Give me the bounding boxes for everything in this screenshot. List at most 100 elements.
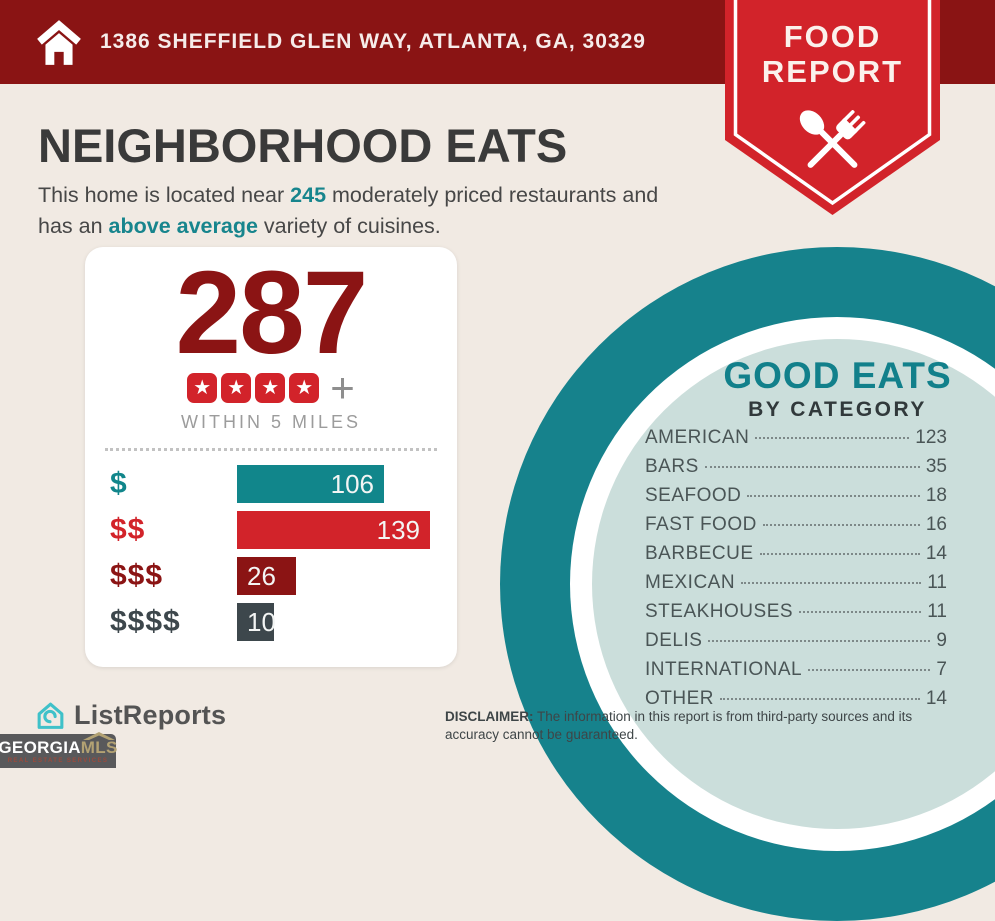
listreports-wordmark: ListReports	[74, 700, 227, 730]
listreports-house-icon	[37, 702, 64, 729]
food-report-badge: FOOD REPORT	[725, 0, 940, 215]
mls-tagline: REAL ESTATE SERVICES	[7, 757, 109, 764]
price-bar-value: 10	[247, 606, 276, 637]
category-value: 18	[925, 485, 947, 506]
category-label: STEAKHOUSES	[645, 601, 794, 622]
radius-label: WITHIN 5 MILES	[180, 412, 361, 433]
intro-line2-post: variety of cuisines.	[257, 213, 441, 238]
good-eats-title: GOOD EATS	[723, 355, 952, 396]
price-bar-row: $106	[110, 465, 457, 504]
total-restaurant-count: 287	[175, 247, 369, 379]
category-list: AMERICAN 123 BARS 35 SEAFOOD 18 FAST FOOD 16 BAR…	[645, 427, 947, 717]
category-row: STEAKHOUSES 11	[645, 601, 947, 623]
price-bar-value: 139	[376, 514, 420, 545]
badge-line-1: FOOD	[784, 19, 882, 54]
good-eats-circle-fill	[592, 339, 995, 829]
intro-line1-pre: This home is located near	[38, 183, 291, 207]
price-bars: $106 $$ 139 $$$ 26 $$$$ 10	[85, 451, 457, 642]
star-rating: ★ ★ ★ ★ +	[85, 364, 457, 412]
price-bar-value: 106	[330, 468, 374, 499]
category-label: INTERNATIONAL	[645, 659, 803, 680]
disclaimer-line-2: accuracy cannot be guaranteed.	[445, 726, 970, 744]
badge-line-2: REPORT	[762, 54, 903, 89]
category-row: BARBECUE 14	[645, 543, 947, 565]
dotted-leader	[720, 698, 920, 700]
page-title: NEIGHBORHOOD EATS	[38, 119, 568, 172]
good-eats-subtitle: BY CATEGORY	[748, 398, 927, 421]
disclaimer: DISCLAIMER: The information in this repo…	[445, 708, 970, 744]
price-bar: 10	[237, 603, 276, 642]
property-address: 1386 SHEFFIELD GLEN WAY, ATLANTA, GA, 30…	[100, 30, 646, 53]
dotted-leader	[708, 640, 931, 642]
star-icon: ★	[255, 373, 286, 404]
price-bar-row: $$$ 26	[110, 557, 457, 596]
dotted-leader	[799, 611, 922, 613]
category-value: 11	[927, 572, 947, 593]
dotted-leader	[755, 437, 910, 439]
price-bar-row: $$ 139	[110, 511, 457, 550]
star-icon: ★	[187, 373, 218, 404]
disclaimer-label: DISCLAIMER:	[445, 709, 534, 724]
georgia-mls-wordmark: GEORGIA MLS	[0, 731, 118, 757]
category-value: 14	[925, 543, 947, 564]
category-value: 35	[925, 456, 947, 477]
mls-roof-icon	[82, 731, 115, 740]
dotted-divider	[105, 448, 437, 452]
dotted-leader	[759, 553, 920, 555]
dotted-leader	[747, 495, 920, 497]
intro-text: This home is located near 245 moderately…	[38, 180, 718, 241]
star-icon: ★	[289, 373, 320, 404]
dotted-leader	[808, 669, 931, 671]
price-tier-label: $$	[110, 513, 146, 547]
price-bar: 26	[237, 557, 296, 596]
dotted-leader	[704, 466, 920, 468]
category-label: BARBECUE	[645, 543, 754, 564]
category-value: 7	[936, 659, 947, 680]
category-label: BARS	[645, 456, 699, 477]
intro-line1-post: moderately priced restaurants and	[326, 183, 659, 207]
price-bar-row: $$$$ 10	[110, 603, 457, 642]
category-label: OTHER	[645, 688, 714, 709]
house-icon	[37, 20, 81, 65]
intro-line2-pre: has an	[38, 213, 109, 238]
category-label: AMERICAN	[645, 427, 750, 448]
category-row: BARS 35	[645, 456, 947, 478]
summary-card: 287 ★ ★ ★ ★ + WITHIN 5 MILES $106 $$ 139 $$$ 26 $…	[85, 247, 457, 667]
intro-line-2: has an above average variety of cuisines…	[38, 211, 718, 242]
restaurant-count-highlight: 245	[290, 183, 327, 207]
category-value: 11	[927, 601, 947, 622]
price-tier-label: $	[110, 467, 128, 501]
plus-icon: +	[330, 364, 355, 412]
price-bar-value: 26	[247, 560, 276, 591]
category-value: 14	[925, 688, 947, 709]
category-value: 9	[936, 630, 947, 651]
good-eats-heading: GOOD EATS BY CATEGORY	[665, 355, 995, 422]
disclaimer-line-1: DISCLAIMER: The information in this repo…	[445, 708, 970, 726]
disclaimer-text-2: accuracy cannot be guaranteed.	[445, 727, 638, 743]
category-row: INTERNATIONAL 7	[645, 659, 947, 681]
price-tier-label: $$$	[110, 559, 164, 593]
price-tier-label: $$$$	[110, 605, 181, 639]
fork-spoon-icon	[799, 110, 866, 168]
category-row: AMERICAN 123	[645, 427, 947, 449]
category-row: FAST FOOD 16	[645, 514, 947, 536]
price-bar: 139	[237, 511, 430, 550]
category-value: 123	[915, 427, 947, 448]
disclaimer-text-1: The information in this report is from t…	[533, 709, 913, 724]
category-label: MEXICAN	[645, 572, 736, 593]
category-value: 16	[925, 514, 947, 535]
category-row: DELIS 9	[645, 630, 947, 652]
category-label: DELIS	[645, 630, 703, 651]
georgia-mls-logo: GEORGIA MLS REAL ESTATE SERVICES	[0, 731, 118, 768]
dotted-leader	[741, 582, 922, 584]
star-icon: ★	[221, 373, 252, 404]
price-bar: 106	[237, 465, 384, 504]
mls-name-right: MLS	[80, 737, 118, 757]
mls-name-left: GEORGIA	[0, 737, 81, 757]
category-label: FAST FOOD	[645, 514, 757, 535]
category-label: SEAFOOD	[645, 485, 742, 506]
category-row: SEAFOOD 18	[645, 485, 947, 507]
category-row: OTHER 14	[645, 688, 947, 710]
category-row: MEXICAN 11	[645, 572, 947, 594]
intro-line-1: This home is located near 245 moderately…	[38, 180, 718, 211]
